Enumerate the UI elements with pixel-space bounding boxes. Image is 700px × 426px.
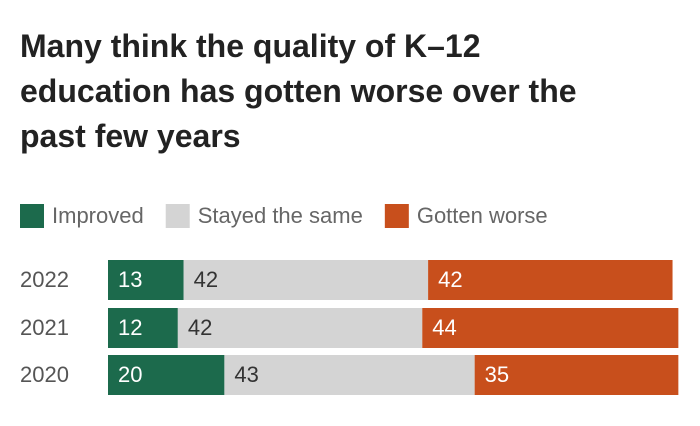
- category-label: 2021: [20, 315, 69, 340]
- bar-segment: [183, 260, 429, 300]
- bar-segment: [108, 355, 225, 395]
- value-label: 20: [118, 362, 142, 387]
- bar-segment: [108, 260, 184, 300]
- category-label: 2022: [20, 267, 69, 292]
- bar-segment: [422, 308, 679, 348]
- value-label: 12: [118, 315, 142, 340]
- value-label: 42: [188, 315, 212, 340]
- bar-segment: [177, 308, 423, 348]
- bar-segment: [108, 308, 178, 348]
- value-label: 42: [194, 267, 218, 292]
- legend-label: Stayed the same: [198, 203, 363, 228]
- chart-title: Many think the quality of K–12 education…: [20, 28, 577, 154]
- value-label: 13: [118, 267, 142, 292]
- legend-swatch: [20, 204, 44, 228]
- legend-swatch: [384, 204, 409, 228]
- category-label: 2020: [20, 362, 69, 387]
- value-label: 43: [234, 362, 258, 387]
- legend-label: Improved: [52, 203, 144, 228]
- bar-segment: [224, 355, 475, 395]
- bar-segment: [428, 260, 673, 300]
- bar-segment: [474, 355, 679, 395]
- value-label: 44: [432, 315, 456, 340]
- value-label: 42: [438, 267, 462, 292]
- legend-swatch: [165, 204, 190, 228]
- legend-label: Gotten worse: [417, 203, 548, 228]
- value-label: 35: [485, 362, 509, 387]
